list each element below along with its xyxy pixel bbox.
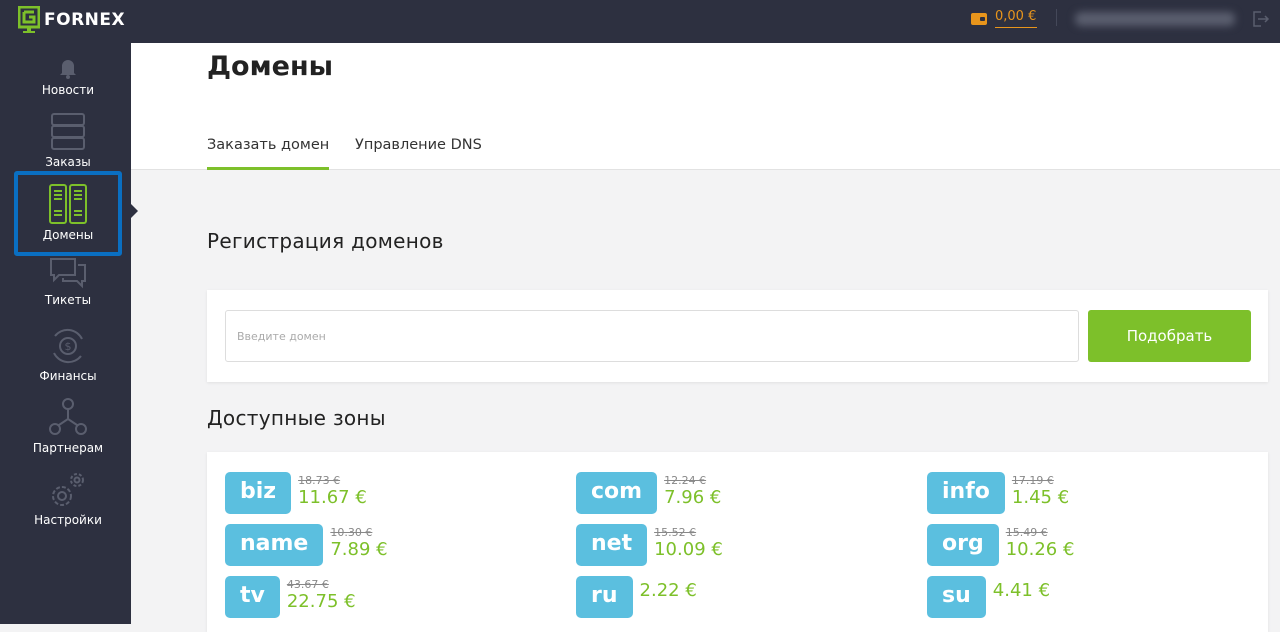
finance-icon: $ — [53, 328, 83, 364]
logo[interactable]: FORNEX — [18, 6, 125, 34]
tab-order-domain[interactable]: Заказать домен — [207, 137, 330, 170]
price: 22.75 € — [286, 591, 356, 612]
old-price: 43.67 € — [286, 578, 329, 591]
zone-com[interactable]: com 12.24 €7.96 € — [576, 472, 721, 514]
sidebar-item-news[interactable]: Новости — [14, 57, 122, 97]
price: 2.22 € — [639, 580, 697, 601]
sidebar-item-label: Настройки — [34, 513, 102, 527]
bell-icon — [60, 60, 76, 79]
balance-value[interactable]: 0,00 € — [995, 9, 1037, 28]
old-price: 10.30 € — [330, 526, 373, 539]
logo-text: FORNEX — [44, 10, 126, 30]
sidebar-item-label: Финансы — [39, 369, 97, 383]
old-price: 12.24 € — [664, 474, 707, 487]
old-price: 15.49 € — [1005, 526, 1048, 539]
zone-badge[interactable]: name — [225, 524, 324, 566]
old-price: 18.73 € — [298, 474, 341, 487]
divider — [1056, 9, 1057, 26]
price: 10.09 € — [654, 539, 723, 560]
domain-search-input[interactable] — [225, 310, 1079, 362]
sidebar-item-domains[interactable]: Домены — [14, 171, 122, 256]
balance[interactable]: 0,00 € — [971, 9, 1037, 28]
zone-ru[interactable]: ru 2.22 € — [576, 576, 697, 618]
zone-badge[interactable]: tv — [225, 576, 280, 618]
zones-heading: Доступные зоны — [207, 406, 386, 430]
zone-name[interactable]: name 10.30 €7.89 € — [225, 524, 388, 566]
zone-badge[interactable]: net — [576, 524, 648, 566]
old-price: 15.52 € — [654, 526, 697, 539]
sidebar-item-partners[interactable]: Партнерам — [14, 397, 122, 455]
logout-icon[interactable] — [1252, 10, 1270, 28]
old-price: 17.19 € — [1011, 474, 1054, 487]
sidebar-item-label: Тикеты — [44, 293, 92, 307]
sidebar-item-label: Домены — [42, 228, 94, 242]
zone-net[interactable]: net 15.52 €10.09 € — [576, 524, 723, 566]
zone-prices: 15.52 €10.09 € — [654, 524, 723, 560]
zone-badge[interactable]: info — [927, 472, 1005, 514]
zone-badge[interactable]: ru — [576, 576, 633, 618]
price: 10.26 € — [1005, 539, 1075, 560]
partners-icon — [49, 398, 87, 435]
page-header: Домены Заказать домен Управление DNS — [131, 43, 1280, 170]
zone-badge[interactable]: org — [927, 524, 999, 566]
zone-info[interactable]: info 17.19 €1.45 € — [927, 472, 1069, 514]
zone-prices: 10.30 €7.89 € — [330, 524, 387, 560]
page-title: Домены — [207, 51, 334, 82]
svg-text:$: $ — [65, 340, 72, 353]
price: 1.45 € — [1011, 487, 1070, 508]
zones-card: biz 18.73 €11.67 € com 12.24 €7.96 € info 17.… — [207, 452, 1268, 632]
zone-su[interactable]: su 4.41 € — [927, 576, 1050, 618]
price: 4.41 € — [992, 580, 1051, 601]
zone-prices: 17.19 €1.45 € — [1012, 472, 1069, 508]
domains-icon — [49, 184, 87, 224]
sidebar-item-orders[interactable]: Заказы — [14, 113, 122, 169]
price: 7.96 € — [664, 487, 722, 508]
sidebar: Новости Заказы Домены Тикеты $ Финансы П… — [0, 43, 131, 624]
gears-icon — [52, 473, 84, 506]
sidebar-item-label: Партнерам — [32, 441, 104, 455]
sidebar-item-tickets[interactable]: Тикеты — [14, 257, 122, 307]
wallet-icon — [971, 12, 987, 25]
zone-prices: 2.22 € — [640, 576, 697, 601]
sidebar-item-finance[interactable]: $ Финансы — [14, 327, 122, 383]
sidebar-item-settings[interactable]: Настройки — [14, 471, 122, 527]
zone-prices: 18.73 €11.67 € — [298, 472, 367, 508]
search-card: Подобрать — [207, 290, 1268, 382]
chat-icon — [50, 258, 86, 289]
tab-dns-management[interactable]: Управление DNS — [355, 137, 482, 153]
sidebar-item-label: Заказы — [45, 155, 91, 169]
zone-tv[interactable]: tv 43.67 €22.75 € — [225, 576, 356, 618]
price: 7.89 € — [330, 539, 388, 560]
find-domain-button[interactable]: Подобрать — [1088, 310, 1251, 362]
logo-icon — [18, 6, 40, 33]
zone-badge[interactable]: biz — [225, 472, 292, 514]
sidebar-item-label: Новости — [41, 83, 95, 97]
zone-org[interactable]: org 15.49 €10.26 € — [927, 524, 1074, 566]
active-pointer — [131, 204, 138, 218]
registration-heading: Регистрация доменов — [207, 229, 444, 253]
zone-prices: 4.41 € — [993, 576, 1050, 601]
zone-prices: 15.49 €10.26 € — [1006, 524, 1075, 560]
price: 11.67 € — [298, 487, 367, 508]
server-icon — [51, 113, 85, 150]
zone-prices: 12.24 €7.96 € — [664, 472, 721, 508]
zone-biz[interactable]: biz 18.73 €11.67 € — [225, 472, 367, 514]
zone-badge[interactable]: su — [927, 576, 986, 618]
account-email-blurred[interactable] — [1075, 12, 1235, 26]
top-bar: FORNEX 0,00 € — [0, 0, 1280, 43]
zone-prices: 43.67 €22.75 € — [287, 576, 356, 612]
zone-badge[interactable]: com — [576, 472, 658, 514]
